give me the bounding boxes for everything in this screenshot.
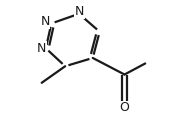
Text: N: N: [40, 15, 50, 28]
Text: N: N: [37, 42, 46, 55]
Text: N: N: [75, 5, 84, 18]
Text: O: O: [120, 101, 129, 114]
